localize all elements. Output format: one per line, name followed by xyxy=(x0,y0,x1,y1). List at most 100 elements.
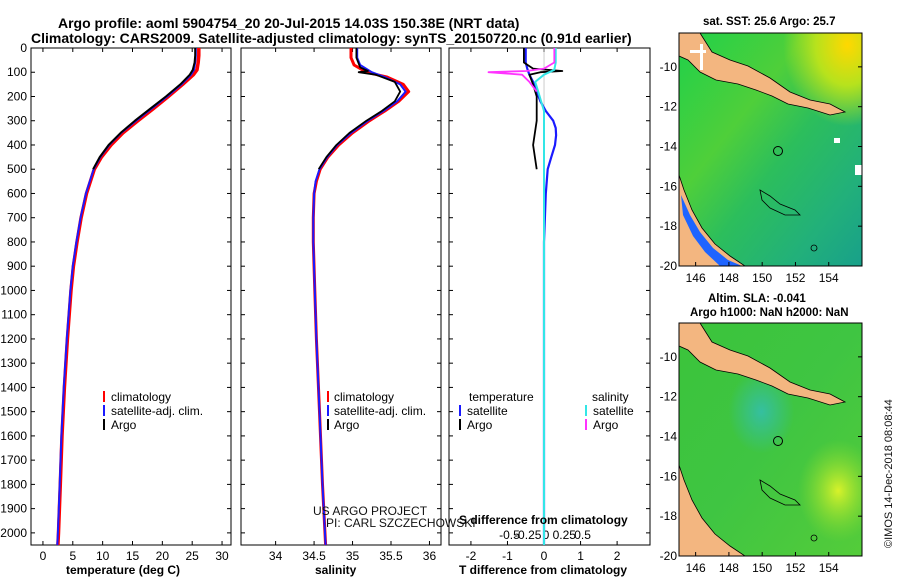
salinity-ticks: 34 34.5 35 35.5 36 xyxy=(269,48,437,563)
x-tick-label: -1 xyxy=(502,549,513,563)
depth-tick-label: 1200 xyxy=(0,332,27,346)
x-tick-label: 2 xyxy=(614,549,621,563)
map-y-tick-label: -10 xyxy=(660,60,678,74)
sla-map-title-1: Altim. SLA: -0.041 xyxy=(708,293,806,305)
map-y-tick-label: -16 xyxy=(660,179,678,193)
x-tick-label-s: 0.5 xyxy=(574,528,591,542)
legend-argo-swatch xyxy=(103,419,105,430)
depth-tick-label: 600 xyxy=(7,186,27,200)
sla-papua-coast xyxy=(679,323,847,406)
series-line-s-argo xyxy=(487,48,556,93)
map-y-tick-label: -10 xyxy=(660,350,678,364)
series-line-t-argo xyxy=(523,48,564,170)
map-y-tick-label: -14 xyxy=(660,430,678,444)
depth-tick-label: 1000 xyxy=(0,283,27,297)
sst-map-frame xyxy=(678,32,863,267)
depth-tick-label: 0 xyxy=(20,41,27,55)
difference-xlabel: T difference from climatology xyxy=(459,563,627,577)
depth-tick-label: 1400 xyxy=(0,380,27,394)
sst-map xyxy=(679,33,862,266)
diff-legend-temp-satellite-label: satellite xyxy=(467,404,508,418)
depth-tick-label: 1700 xyxy=(0,453,27,467)
temperature-xlabel: temperature (deg C) xyxy=(66,563,180,577)
sal-legend-climatology-swatch xyxy=(327,391,329,402)
temperature-series xyxy=(56,48,201,546)
depth-tick-label: 1300 xyxy=(0,356,27,370)
sla-argo-location-marker xyxy=(773,436,783,446)
series-line-s-satellite xyxy=(534,48,557,545)
sla-reef-outline xyxy=(759,479,801,506)
sst-island-marker xyxy=(810,244,818,252)
x-tick-label-s: 0.25 xyxy=(553,528,577,542)
difference-legend: temperature satellite Argo salinity sate… xyxy=(459,390,634,432)
x-tick-label: 10 xyxy=(96,549,110,563)
sla-map-frame xyxy=(678,322,863,557)
sst-reef-outline xyxy=(759,189,801,216)
map-y-tick-label: -20 xyxy=(660,259,678,273)
depth-tick-label: 1100 xyxy=(1,308,27,322)
imos-timestamp: ©IMOS 14-Dec-2018 08:08:44 xyxy=(883,399,895,548)
salinity-legend: climatology satellite-adj. clim. Argo xyxy=(327,390,426,432)
legend-satellite-label: satellite-adj. clim. xyxy=(111,404,203,418)
map-x-tick-label: 150 xyxy=(752,271,772,285)
temperature-plot-frame xyxy=(30,47,232,546)
diff-legend-temp-title: temperature xyxy=(469,390,534,404)
diff-legend-sal-argo-swatch xyxy=(585,419,587,430)
map-x-tick-label: 146 xyxy=(686,561,706,575)
depth-tick-label: 100 xyxy=(7,65,27,79)
legend-climatology-swatch xyxy=(103,391,105,402)
map-y-tick-label: -12 xyxy=(660,390,678,404)
diff-legend-sal-satellite-label: satellite xyxy=(593,404,634,418)
legend-climatology-label: climatology xyxy=(111,390,171,404)
depth-tick-label: 2000 xyxy=(0,526,27,540)
sst-cloud-mask xyxy=(690,50,706,53)
sal-legend-climatology-label: climatology xyxy=(334,390,394,404)
salinity-plot-frame xyxy=(240,47,442,546)
salinity-xlabel: salinity xyxy=(315,563,357,577)
sst-cloud-mask xyxy=(855,165,862,175)
x-tick-label: 25 xyxy=(186,549,200,563)
x-tick-label: 0 xyxy=(541,549,548,563)
depth-axis: 0 100 200 300 400 500 600 700 800 900 1000 1100 1200… xyxy=(0,41,650,540)
series-line-argo xyxy=(92,48,197,170)
map-x-tick-label: 148 xyxy=(719,561,739,575)
x-tick-label: -2 xyxy=(466,549,477,563)
x-tick-label: 34.5 xyxy=(302,549,326,563)
depth-tick-label: 300 xyxy=(7,114,27,128)
diff-legend-temp-argo-swatch xyxy=(459,419,461,430)
map-x-tick-label: 154 xyxy=(819,271,839,285)
depth-tick-label: 1600 xyxy=(0,429,27,443)
diff-legend-sal-title: salinity xyxy=(592,390,629,404)
depth-tick-label: 1800 xyxy=(0,477,27,491)
x-tick-label-s: -0.5 xyxy=(499,528,520,542)
sla-map xyxy=(679,323,862,556)
diff-legend-sal-satellite-swatch xyxy=(585,405,587,416)
figure-title-line2: Climatology: CARS2009. Satellite-adjuste… xyxy=(31,30,632,46)
credit-project: US ARGO PROJECT xyxy=(313,504,428,518)
credit-pi: PI: CARL SZCZECHOWSKI xyxy=(326,516,476,530)
map-x-tick-label: 146 xyxy=(686,271,706,285)
sal-legend-argo-label: Argo xyxy=(334,418,360,432)
difference-xlabel-top: S difference from climatology xyxy=(459,513,628,527)
sla-map-title-2: Argo h1000: NaN h2000: NaN xyxy=(690,307,849,319)
figure-title-line1: Argo profile: aoml 5904754_20 20-Jul-201… xyxy=(58,15,519,31)
temperature-ticks: 0 5 10 15 20 25 30 xyxy=(40,48,229,563)
depth-tick-label: 1900 xyxy=(0,502,27,516)
map-y-tick-label: -20 xyxy=(660,549,678,563)
depth-tick-label: 800 xyxy=(7,235,27,249)
map-x-tick-label: 150 xyxy=(752,561,772,575)
sst-map-ticks: 146 148 150 152 154 -10 -12 -14 -16 -18 -20 xyxy=(660,60,862,285)
depth-tick-label: 200 xyxy=(7,89,27,103)
sla-island-marker xyxy=(810,534,818,542)
sal-legend-satellite-label: satellite-adj. clim. xyxy=(334,404,426,418)
depth-tick-label: 500 xyxy=(7,162,27,176)
x-tick-label: 36 xyxy=(423,549,437,563)
x-tick-label: 35.5 xyxy=(379,549,403,563)
sst-argo-location-marker xyxy=(773,146,783,156)
map-x-tick-label: 148 xyxy=(719,271,739,285)
x-tick-label: 20 xyxy=(156,549,170,563)
x-tick-label: 34 xyxy=(269,549,283,563)
depth-tick-label: 1500 xyxy=(0,405,27,419)
legend-argo-label: Argo xyxy=(111,418,137,432)
